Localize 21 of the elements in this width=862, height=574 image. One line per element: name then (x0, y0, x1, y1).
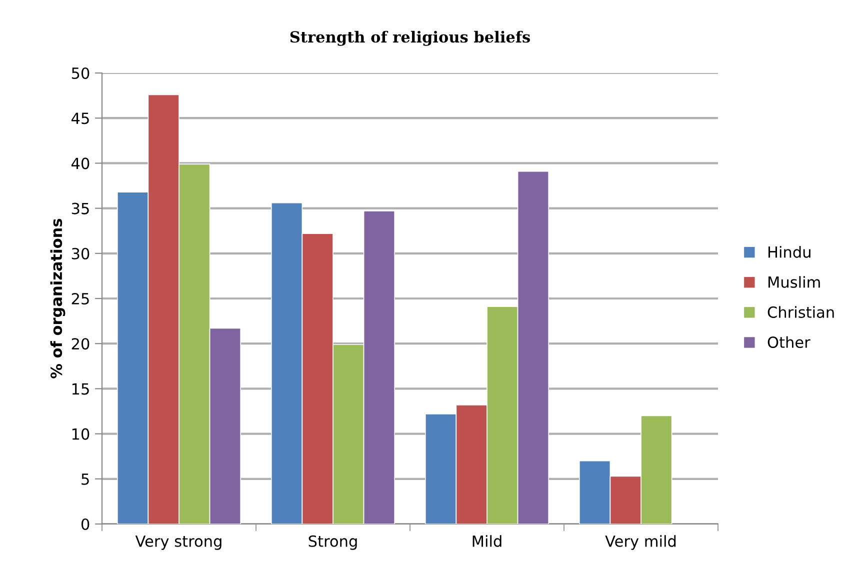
y-tick-label: 15 (72, 383, 89, 395)
y-tick-label: 10 (72, 428, 90, 440)
y-tick-label: 45 (72, 112, 89, 124)
y-tick-label: 20 (72, 338, 90, 350)
y-tick-label: 25 (72, 292, 89, 305)
y-tick-label: 5 (82, 474, 89, 485)
legend-label: Christian (768, 306, 834, 318)
x-tick-label: Very mild (605, 535, 676, 550)
legend-label: Hindu (768, 246, 810, 258)
legend-label: Muslim (768, 276, 820, 288)
y-tick-label: 35 (72, 202, 89, 214)
chart-title: Strength of religious beliefs (290, 30, 530, 46)
x-tick-label: Strong (308, 535, 357, 550)
y-tick-label: 30 (72, 248, 90, 260)
x-tick-label: Mild (472, 535, 502, 547)
y-tick-label: 0 (81, 518, 90, 530)
y-tick-label: 40 (72, 158, 90, 170)
legend-label: Other (768, 336, 810, 348)
y-axis-title: % of organizations (50, 218, 66, 378)
y-tick-label: 50 (72, 67, 90, 80)
x-tick-label: Very strong (135, 536, 222, 550)
